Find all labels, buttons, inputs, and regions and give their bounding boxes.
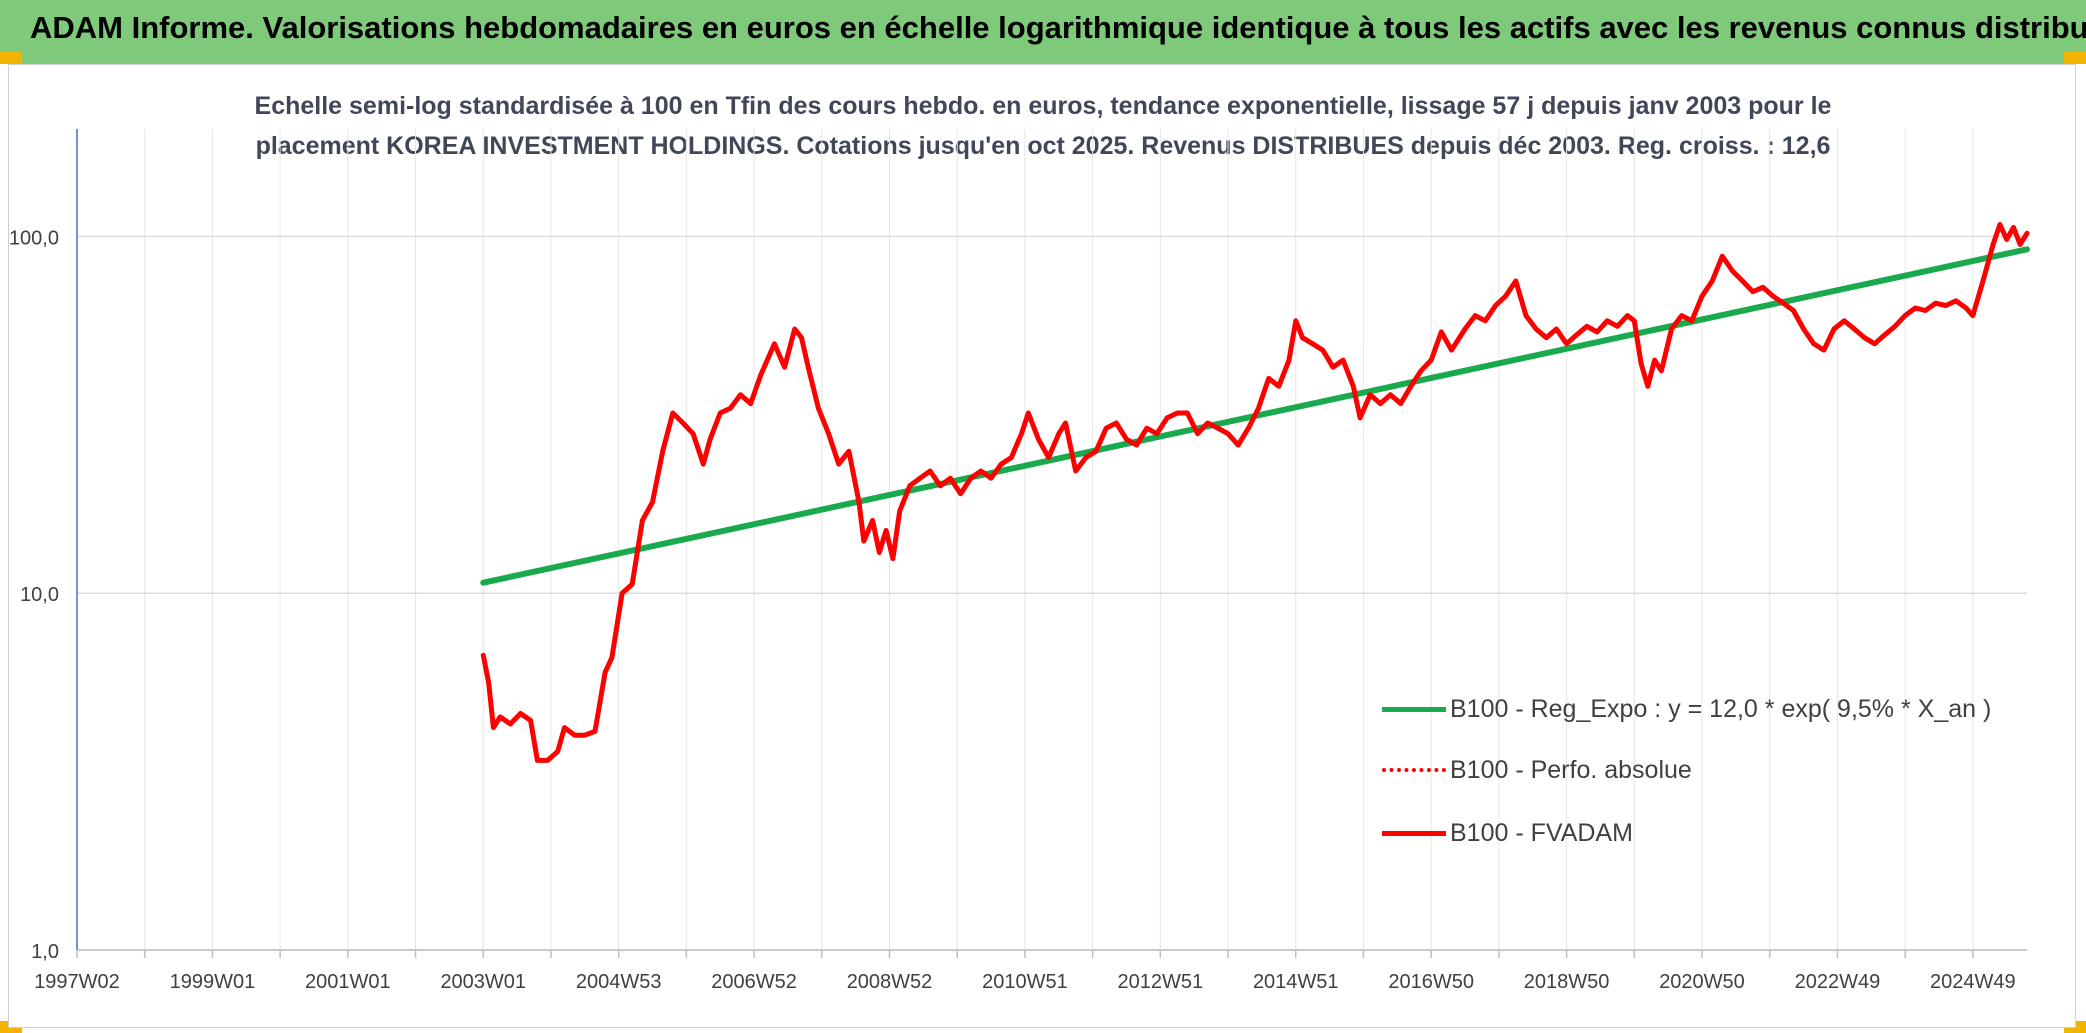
- x-tick-label: 2012W51: [1118, 971, 1204, 993]
- legend-item-regression: B100 - Reg_Expo : y = 12,0 * exp( 9,5% *…: [1382, 689, 1991, 729]
- report-header-bar: ADAM Informe. Valorisations hebdomadaire…: [0, 0, 2086, 64]
- legend-item-fvadam: B100 - FVADAM: [1382, 813, 1633, 853]
- chart-frame: [8, 64, 2076, 1028]
- x-tick-label: 1999W01: [170, 971, 256, 993]
- legend-label-fvadam: B100 - FVADAM: [1450, 818, 1633, 847]
- x-tick-label: 2010W51: [982, 971, 1068, 993]
- chart-title-line-1: Echelle semi-log standardisée à 100 en T…: [254, 92, 1832, 120]
- x-tick-label: 2006W52: [711, 971, 797, 993]
- legend-item-perfo: B100 - Perfo. absolue: [1382, 750, 1692, 790]
- legend-swatch-regression: [1382, 706, 1446, 712]
- corner-marker: [0, 52, 22, 64]
- x-tick-label: 2020W50: [1659, 971, 1745, 993]
- x-tick-label: 2016W50: [1388, 971, 1474, 993]
- x-tick-label: 2003W01: [440, 971, 526, 993]
- legend-swatch-fvadam: [1382, 830, 1446, 836]
- legend-swatch-perfo: [1382, 768, 1446, 772]
- series-line-fvadam: [480, 222, 2030, 763]
- x-tick-label: 2024W49: [1930, 971, 2016, 993]
- x-tick-label: 1997W02: [34, 971, 120, 993]
- x-tick-label: 2004W53: [576, 971, 662, 993]
- y-tick-label: 10,0: [20, 584, 59, 606]
- chart-title: Echelle semi-log standardisée à 100 en T…: [200, 86, 1886, 166]
- x-tick-label: 2014W51: [1253, 971, 1339, 993]
- chart-title-line-2: placement KOREA INVESTMENT HOLDINGS. Cot…: [255, 132, 1831, 160]
- legend-label-regression: B100 - Reg_Expo : y = 12,0 * exp( 9,5% *…: [1450, 694, 1992, 723]
- x-tick-label: 2001W01: [305, 971, 391, 993]
- x-tick-label: 2008W52: [847, 971, 933, 993]
- y-tick-label: 100,0: [9, 227, 59, 249]
- report-title: ADAM Informe. Valorisations hebdomadaire…: [30, 10, 2086, 45]
- legend-label-perfo: B100 - Perfo. absolue: [1450, 755, 1692, 784]
- corner-marker: [2064, 52, 2086, 64]
- x-tick-label: 2018W50: [1524, 971, 1610, 993]
- x-tick-label: 2022W49: [1795, 971, 1881, 993]
- y-tick-label: 1,0: [31, 941, 59, 963]
